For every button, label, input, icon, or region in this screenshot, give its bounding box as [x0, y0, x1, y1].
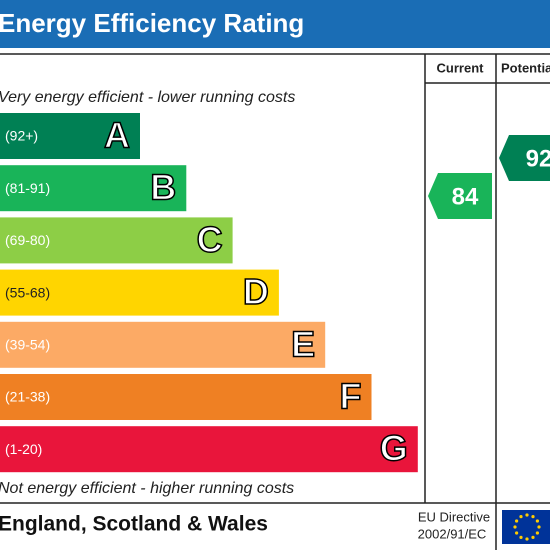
band-range: (1-20): [5, 441, 42, 457]
band-letter: D: [243, 271, 269, 312]
band-range: (69-80): [5, 232, 50, 248]
directive-line2: 2002/91/EC: [418, 526, 487, 541]
potential-header: Potential: [501, 60, 550, 75]
star: [535, 531, 539, 535]
band-bar: [0, 113, 140, 159]
current-arrow: [428, 173, 492, 219]
star: [515, 519, 519, 523]
region: England, Scotland & Wales: [0, 513, 268, 536]
band-range: (81-91): [5, 180, 50, 196]
band-bar: [0, 165, 187, 212]
directive-line1: EU Directive: [418, 509, 490, 524]
band-letter: C: [197, 219, 223, 260]
star: [525, 537, 529, 541]
band-bar: [0, 217, 233, 264]
title-bar: [0, 0, 550, 48]
title: Energy Efficiency Rating: [0, 8, 304, 38]
band-range: (21-38): [5, 389, 50, 405]
star: [519, 515, 523, 519]
current-header: Current: [437, 60, 485, 75]
star: [531, 515, 535, 519]
band-letter: A: [104, 115, 130, 156]
band-letter: G: [380, 428, 408, 469]
band-bar: [0, 269, 279, 316]
star: [525, 513, 529, 517]
eu-stars: [513, 513, 541, 541]
table-lines: [0, 53, 550, 550]
band-bar: [0, 426, 418, 473]
band-bar: [0, 374, 372, 420]
current-value: 84: [452, 183, 479, 210]
star: [515, 531, 519, 535]
band-letter: F: [340, 376, 362, 417]
star: [513, 525, 517, 529]
star: [535, 519, 539, 523]
band-range: (39-54): [5, 337, 50, 353]
star: [519, 535, 523, 539]
star: [537, 525, 541, 529]
band-bar: [0, 321, 326, 368]
band-range: (92+): [5, 128, 38, 144]
potential-value: 92: [526, 145, 550, 172]
potential-arrow: [499, 135, 550, 181]
band-letter: E: [291, 323, 315, 364]
band-letter: B: [150, 167, 176, 208]
bottom-note: Not energy efficient - higher running co…: [0, 480, 294, 497]
band-range: (55-68): [5, 284, 50, 300]
top-note: Very energy efficient - lower running co…: [0, 89, 295, 106]
star: [531, 535, 535, 539]
